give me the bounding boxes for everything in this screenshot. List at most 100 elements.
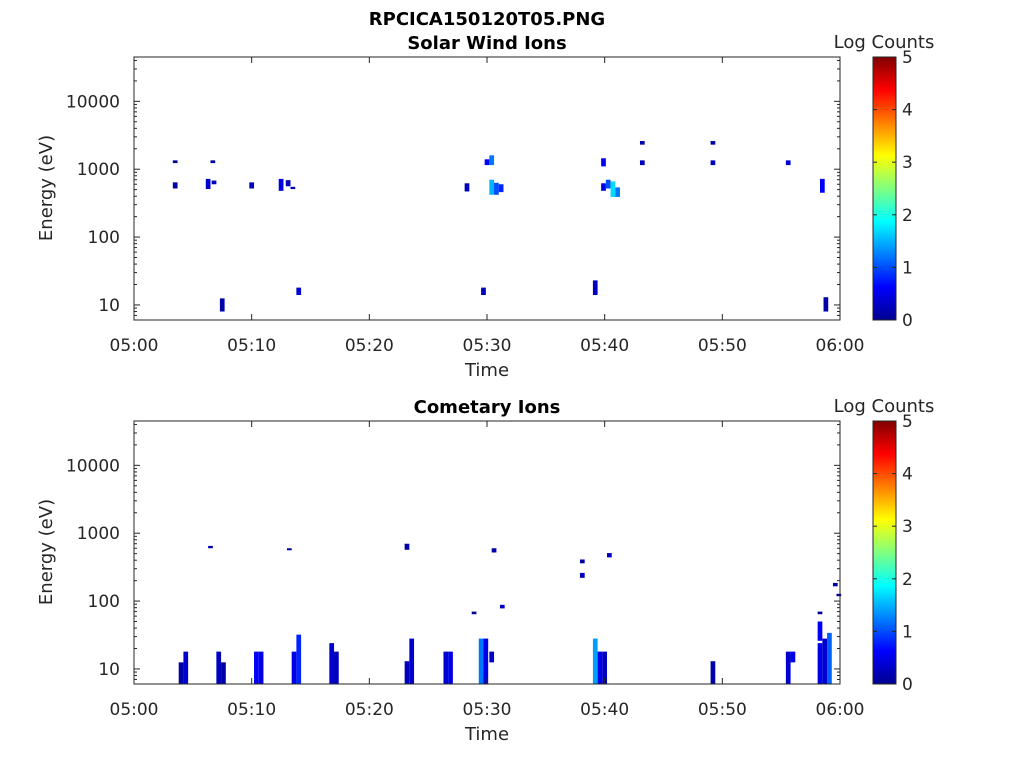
cometary-ytick-label: 100 bbox=[88, 592, 120, 612]
cometary-cell bbox=[579, 559, 585, 564]
cometary-colorbar-gradient bbox=[872, 420, 897, 685]
solar-wind-colorbar-tick-label: 5 bbox=[902, 48, 913, 68]
solar-wind-cell bbox=[290, 186, 296, 190]
cometary-colorbar-tick-label: 4 bbox=[902, 465, 913, 485]
solar-wind-colorbar-tick-label: 3 bbox=[902, 153, 913, 173]
solar-wind-cell bbox=[494, 182, 499, 195]
cometary-cell bbox=[296, 634, 302, 684]
cometary-colorbar: 0 1 2 3 4 5 bbox=[872, 412, 913, 695]
solar-wind-cell bbox=[605, 179, 611, 189]
cometary-xtick-label: 05:40 bbox=[580, 700, 629, 720]
cometary-cell bbox=[183, 651, 189, 684]
cometary-colorbar-tick-label: 0 bbox=[902, 675, 913, 695]
cometary-colorbar-label: Log Counts bbox=[834, 396, 935, 417]
cometary-cell bbox=[329, 643, 335, 684]
solar-wind-cell bbox=[296, 287, 302, 296]
solar-wind-cell bbox=[210, 160, 216, 164]
solar-wind-cell bbox=[639, 160, 645, 166]
solar-wind-xtick-label: 05:10 bbox=[227, 336, 276, 356]
solar-wind-cell bbox=[601, 183, 606, 191]
solar-wind-cell bbox=[592, 280, 598, 296]
solar-wind-cell bbox=[489, 155, 495, 166]
cometary-ylabel: Energy (eV) bbox=[36, 499, 57, 605]
solar-wind-xtick-label: 05:40 bbox=[580, 336, 629, 356]
cometary-cell bbox=[579, 572, 585, 578]
solar-wind-xtick-label: 05:50 bbox=[698, 336, 747, 356]
cometary-ytick-label: 10000 bbox=[66, 456, 120, 476]
cometary-cell bbox=[404, 661, 410, 684]
cometary-cell bbox=[822, 638, 828, 684]
solar-wind-colorbar-gradient bbox=[872, 56, 897, 321]
cometary-cell bbox=[208, 545, 213, 549]
solar-wind-cell bbox=[205, 178, 211, 190]
solar-wind-ytick-label: 1000 bbox=[77, 160, 120, 180]
solar-wind-axes: 05:00 05:10 05:20 05:30 05:40 05:50 06:00 10 100… bbox=[66, 56, 865, 356]
cometary-cell bbox=[817, 621, 823, 641]
cometary-cell bbox=[607, 553, 612, 558]
cometary-xtick-label: 05:10 bbox=[227, 700, 276, 720]
cometary-colorbar-tick-label: 2 bbox=[902, 570, 913, 590]
cometary-cell bbox=[483, 638, 489, 684]
solar-wind-cell bbox=[710, 141, 716, 145]
cometary-title: Cometary Ions bbox=[414, 397, 561, 418]
solar-wind-title: Solar Wind Ions bbox=[407, 33, 566, 54]
solar-wind-xtick-label: 05:20 bbox=[345, 336, 394, 356]
solar-wind-cell bbox=[481, 287, 486, 296]
solar-wind-cell bbox=[639, 141, 645, 145]
solar-wind-cells bbox=[172, 141, 829, 312]
figure-title: RPCICA150120T05.PNG bbox=[369, 9, 605, 30]
cometary-cell bbox=[178, 662, 184, 684]
cometary-axes: 05:00 05:10 05:20 05:30 05:40 05:50 06:00 10 100… bbox=[66, 420, 865, 720]
cometary-colorbar-tick-label: 5 bbox=[902, 412, 913, 432]
solar-wind-xtick-label: 05:00 bbox=[110, 336, 159, 356]
solar-wind-cell bbox=[278, 178, 284, 191]
cometary-cell bbox=[597, 651, 603, 684]
cometary-ytick-label: 1000 bbox=[77, 524, 120, 544]
cometary-cell bbox=[448, 651, 453, 684]
solar-wind-cell bbox=[710, 160, 716, 166]
solar-wind-cell bbox=[498, 184, 504, 193]
solar-wind-xtick-label: 06:00 bbox=[816, 336, 865, 356]
cometary-cell bbox=[836, 593, 842, 597]
cometary-cell bbox=[334, 651, 339, 684]
cometary-cell bbox=[216, 651, 222, 684]
cometary-ytick-label: 10 bbox=[98, 660, 120, 680]
solar-wind-colorbar-tick-label: 4 bbox=[902, 101, 913, 121]
cometary-colorbar-tick-label: 3 bbox=[902, 517, 913, 537]
cometary-cells bbox=[178, 543, 842, 684]
solar-wind-cell bbox=[219, 298, 225, 312]
cometary-cell bbox=[404, 543, 410, 550]
cometary-cell bbox=[286, 548, 292, 551]
solar-wind-cell bbox=[785, 160, 791, 166]
solar-wind-cell bbox=[610, 181, 616, 197]
solar-wind-cell bbox=[823, 297, 829, 312]
solar-wind-ytick-label: 10 bbox=[98, 296, 120, 316]
solar-wind-cell bbox=[211, 180, 217, 185]
solar-wind-cell bbox=[249, 182, 255, 189]
cometary-cell bbox=[491, 548, 497, 553]
cometary-cell bbox=[258, 651, 264, 684]
solar-wind-ytick-label: 100 bbox=[88, 228, 120, 248]
cometary-xlabel: Time bbox=[464, 724, 509, 745]
solar-wind-ytick-label: 10000 bbox=[66, 92, 120, 112]
cometary-xtick-label: 05:30 bbox=[463, 700, 512, 720]
solar-wind-colorbar-label: Log Counts bbox=[834, 32, 935, 53]
cometary-cell bbox=[785, 651, 791, 684]
solar-wind-cell bbox=[464, 183, 470, 192]
cometary-cell bbox=[499, 604, 505, 609]
solar-wind-cell bbox=[285, 180, 291, 187]
solar-wind-xtick-label: 05:30 bbox=[463, 336, 512, 356]
cometary-colorbar-tick-label: 1 bbox=[902, 622, 913, 642]
solar-wind-colorbar-tick-label: 1 bbox=[902, 258, 913, 278]
cometary-cell bbox=[832, 582, 838, 587]
cometary-cell bbox=[221, 662, 226, 684]
solar-wind-colorbar-tick-label: 2 bbox=[902, 206, 913, 226]
solar-wind-axes-box bbox=[133, 56, 841, 321]
solar-wind-colorbar-tick-label: 0 bbox=[902, 311, 913, 331]
solar-wind-cell bbox=[601, 158, 606, 167]
cometary-cell bbox=[602, 651, 608, 684]
cometary-xtick-label: 06:00 bbox=[816, 700, 865, 720]
cometary-cell bbox=[443, 651, 449, 684]
cometary-cell bbox=[827, 632, 832, 684]
